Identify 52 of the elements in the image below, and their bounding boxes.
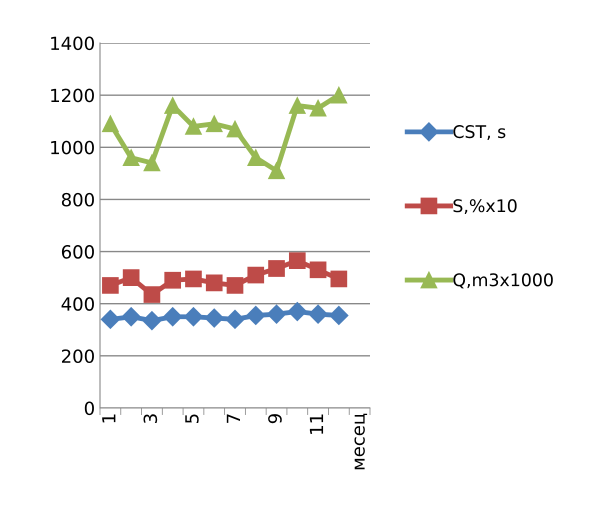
point <box>247 149 264 166</box>
legend-label: S,%x10 <box>454 199 517 214</box>
point <box>164 272 182 289</box>
y-tick-label: 400 <box>62 297 94 311</box>
point <box>310 261 326 278</box>
x-tick-label: 7 <box>226 414 240 423</box>
point <box>102 115 119 132</box>
point <box>225 310 245 329</box>
point <box>330 86 348 104</box>
point <box>288 97 306 114</box>
point <box>144 286 160 303</box>
x-tick-label: месец <box>354 414 368 470</box>
point <box>122 307 141 326</box>
point <box>100 310 120 329</box>
point <box>163 307 182 326</box>
legend-label: CST, s <box>453 125 506 140</box>
x-tick-label: 1 <box>102 414 116 422</box>
x-tick-label: 11 <box>310 414 324 434</box>
point <box>185 270 202 288</box>
y-tick-label: 800 <box>62 192 94 207</box>
point <box>288 252 306 270</box>
point <box>308 304 328 324</box>
y-tick-label: 0 <box>84 401 94 416</box>
y-tick-label: 200 <box>62 349 94 363</box>
point <box>226 277 244 294</box>
point <box>288 302 307 322</box>
y-tick-label: 1200 <box>51 88 94 102</box>
point <box>122 149 140 166</box>
point <box>142 311 162 330</box>
point <box>268 162 285 180</box>
point <box>268 260 285 277</box>
point <box>185 118 202 135</box>
point <box>246 306 266 325</box>
y-tick-label: 600 <box>62 245 94 259</box>
x-tick-label: 5 <box>185 414 199 423</box>
point <box>226 120 244 138</box>
point <box>267 304 286 324</box>
point <box>247 266 264 284</box>
point <box>122 269 140 286</box>
x-tick-label: 9 <box>268 414 282 424</box>
y-tick-label: 1400 <box>51 36 94 50</box>
point <box>329 306 348 325</box>
point <box>330 270 348 288</box>
point <box>204 308 224 328</box>
legend-label: Q,m3x1000 <box>453 273 553 288</box>
point <box>310 100 326 117</box>
point <box>206 274 223 292</box>
y-tick-label: 1000 <box>51 140 94 154</box>
x-tick-label: 3 <box>144 414 158 423</box>
point <box>102 277 119 294</box>
point <box>144 154 160 172</box>
point <box>206 115 223 132</box>
